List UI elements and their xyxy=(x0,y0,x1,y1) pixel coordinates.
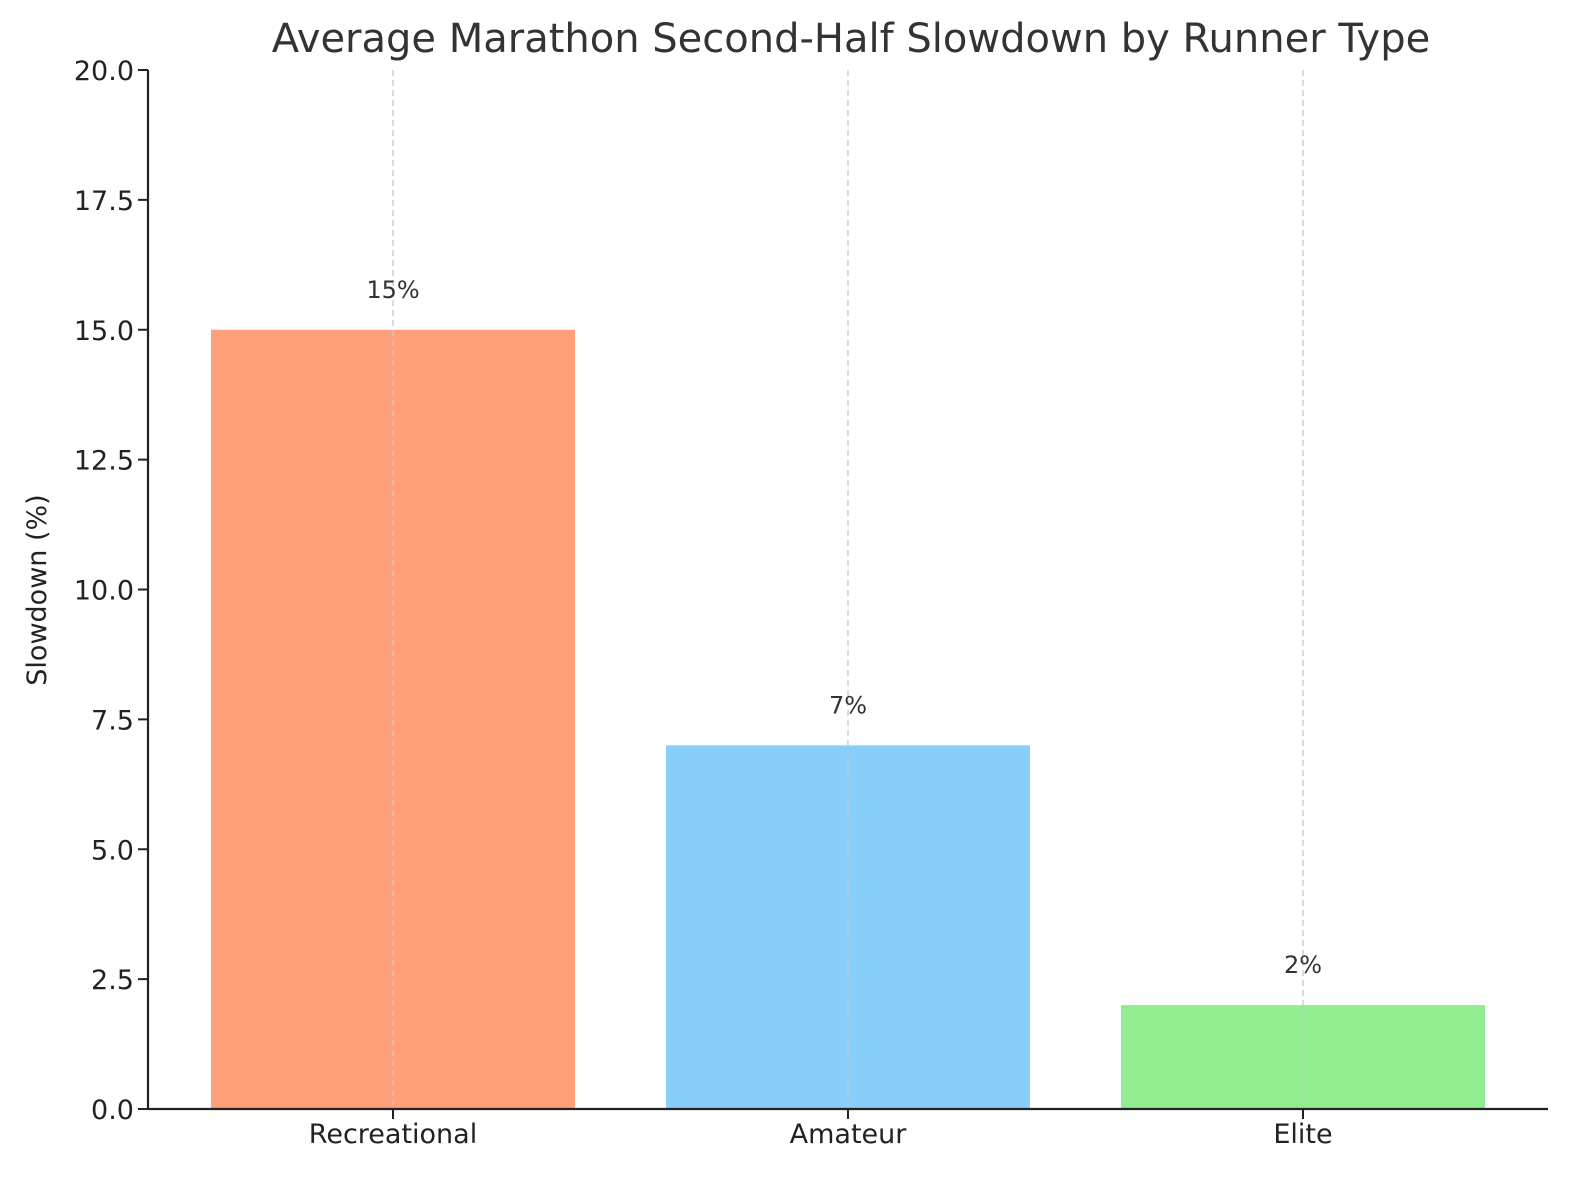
y-tick-label: 2.5 xyxy=(91,965,134,996)
x-axis: Recreational Amateur Elite xyxy=(148,1107,1548,1150)
chart-title: Average Marathon Second-Half Slowdown by… xyxy=(272,16,1430,62)
bar-recreational xyxy=(211,329,575,1109)
x-tick-label: Elite xyxy=(1273,1119,1332,1150)
y-tick-label: 10.0 xyxy=(74,576,134,607)
y-axis: 0.0 2.5 5.0 7.5 10.0 12.5 15.0 17.5 20.0 xyxy=(74,56,150,1126)
y-axis-label: Slowdown (%) xyxy=(22,494,53,685)
y-tick-label: 12.5 xyxy=(74,446,134,477)
grid-lines xyxy=(392,70,1304,1109)
y-tick-label: 15.0 xyxy=(74,316,134,347)
y-tick-label: 20.0 xyxy=(74,56,134,87)
bars-group xyxy=(211,329,1485,1109)
y-tick-label: 0.0 xyxy=(91,1095,134,1126)
x-tick-label: Recreational xyxy=(309,1119,477,1150)
y-tick-label: 17.5 xyxy=(74,186,134,217)
bar-value-label: 15% xyxy=(366,276,419,304)
x-tick-label: Amateur xyxy=(790,1119,908,1150)
bar-value-label: 7% xyxy=(829,691,867,719)
bar-value-labels: 15% 7% 2% xyxy=(366,276,1322,979)
y-tick-label: 7.5 xyxy=(91,705,134,736)
bar-value-label: 2% xyxy=(1284,951,1322,979)
y-tick-label: 5.0 xyxy=(91,835,134,866)
